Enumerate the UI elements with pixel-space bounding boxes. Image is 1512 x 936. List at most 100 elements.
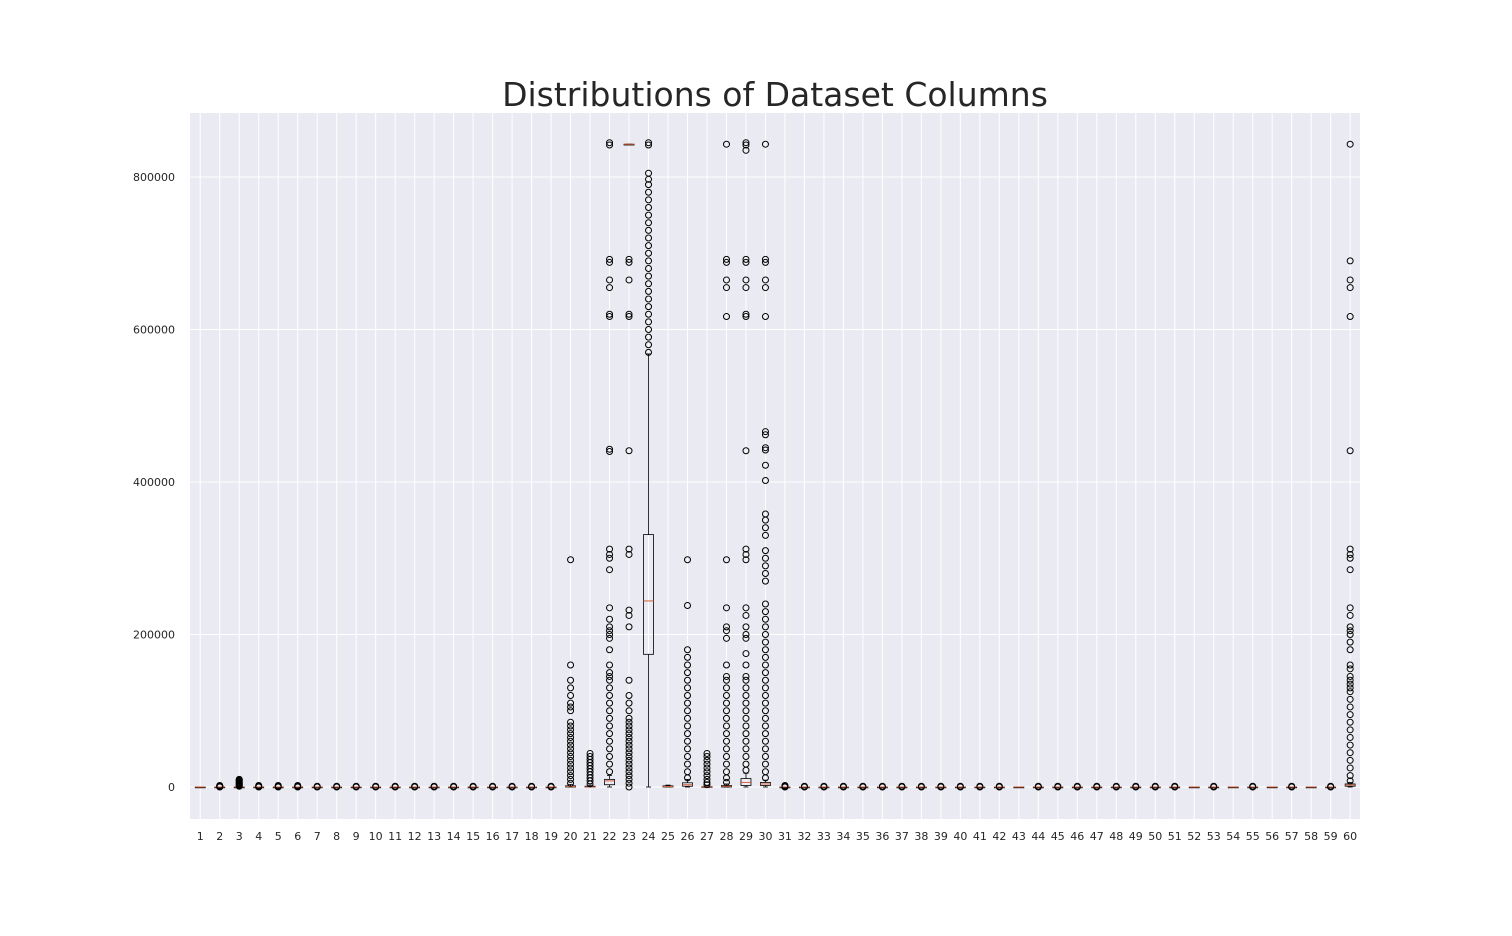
box-23 [623,143,635,146]
outlier-point [722,604,730,612]
outlier-point [1346,284,1354,292]
outlier-point [761,444,769,452]
outlier-point [1346,566,1354,574]
outlier-point [761,562,769,570]
outlier-point [722,768,730,776]
outlier-point [1093,782,1101,790]
outlier-point [606,722,614,730]
outlier-point [294,781,302,789]
outlier-point [625,722,633,730]
box-16 [487,786,499,789]
outlier-point [606,310,614,318]
outlier-point [1346,627,1354,635]
outlier-point [645,139,653,147]
x-tick-label: 40 [953,830,967,843]
outlier-point [645,226,653,234]
outlier-point [586,749,594,757]
outlier-point [567,772,575,780]
outlier-point [567,661,575,669]
outlier-point [391,782,399,790]
outlier-point [761,570,769,577]
box-29 [740,772,752,788]
outlier-point [1346,733,1354,741]
outlier-point [684,661,691,669]
outlier-point [742,313,750,321]
outlier-point [645,326,653,333]
outlier-point [645,333,653,341]
outlier-point [606,445,614,453]
outlier-point [761,692,769,699]
x-tick-label: 58 [1304,830,1318,843]
outlier-point [625,276,633,284]
x-tick-label: 13 [427,830,441,843]
outlier-point [1073,782,1081,790]
outlier-point [567,737,575,745]
x-tick-label: 28 [719,830,733,843]
outlier-point [722,778,730,786]
outlier-point [1346,631,1354,638]
x-tick-label: 7 [314,830,321,843]
outlier-point [333,782,341,790]
x-tick-label: 38 [914,830,928,843]
x-tick-label: 9 [353,830,360,843]
outlier-point [1346,711,1354,719]
outlier-point [625,745,633,753]
box-57 [1286,786,1298,789]
outlier-point [645,196,653,204]
outlier-point [722,672,730,680]
outlier-point [645,295,653,303]
outlier-point [684,692,691,699]
x-tick-label: 30 [758,830,772,843]
outlier-point [1346,680,1354,688]
outlier-point [1346,140,1354,148]
x-tick-label: 31 [778,830,792,843]
x-tick-label: 32 [797,830,811,843]
x-tick-label: 44 [1031,830,1045,843]
box-38 [915,786,927,789]
outlier-point [567,707,575,715]
outlier-point [684,745,691,753]
x-tick-label: 48 [1109,830,1123,843]
outlier-point [567,760,575,768]
outlier-point [742,276,750,284]
x-tick-label: 57 [1285,830,1299,843]
outlier-point [722,255,730,263]
outlier-point [761,461,769,469]
outlier-point [625,737,633,745]
outlier-point [722,737,730,745]
outlier-point [684,699,691,707]
x-tick-label: 12 [408,830,422,843]
outlier-point [761,255,769,263]
box-8 [331,786,343,789]
outlier-point [1034,782,1042,790]
outlier-point [1327,782,1335,790]
outlier-point [742,753,750,760]
x-tick-label: 45 [1051,830,1065,843]
outlier-point [684,556,691,564]
outlier-point [606,692,614,699]
outlier-point [722,745,730,753]
outlier-point [625,676,633,684]
chart-title: Distributions of Dataset Columns [502,75,1048,114]
outlier-point [625,714,633,722]
outlier-point [567,703,575,711]
outlier-point [859,782,867,790]
box-55 [1247,786,1259,789]
outlier-point [625,699,633,707]
x-tick-label: 53 [1207,830,1221,843]
outlier-point [606,284,614,292]
outlier-point [606,634,614,642]
outlier-point [1346,726,1354,734]
outlier-point [645,249,653,257]
outlier-point [703,756,711,764]
outlier-point [722,760,730,768]
outlier-point [761,140,769,148]
outlier-point [742,447,750,455]
outlier-point [742,310,750,318]
outlier-point [567,722,575,730]
outlier-point [703,753,711,760]
outlier-point [742,760,750,768]
outlier-point [313,782,321,790]
outlier-point [645,272,653,280]
